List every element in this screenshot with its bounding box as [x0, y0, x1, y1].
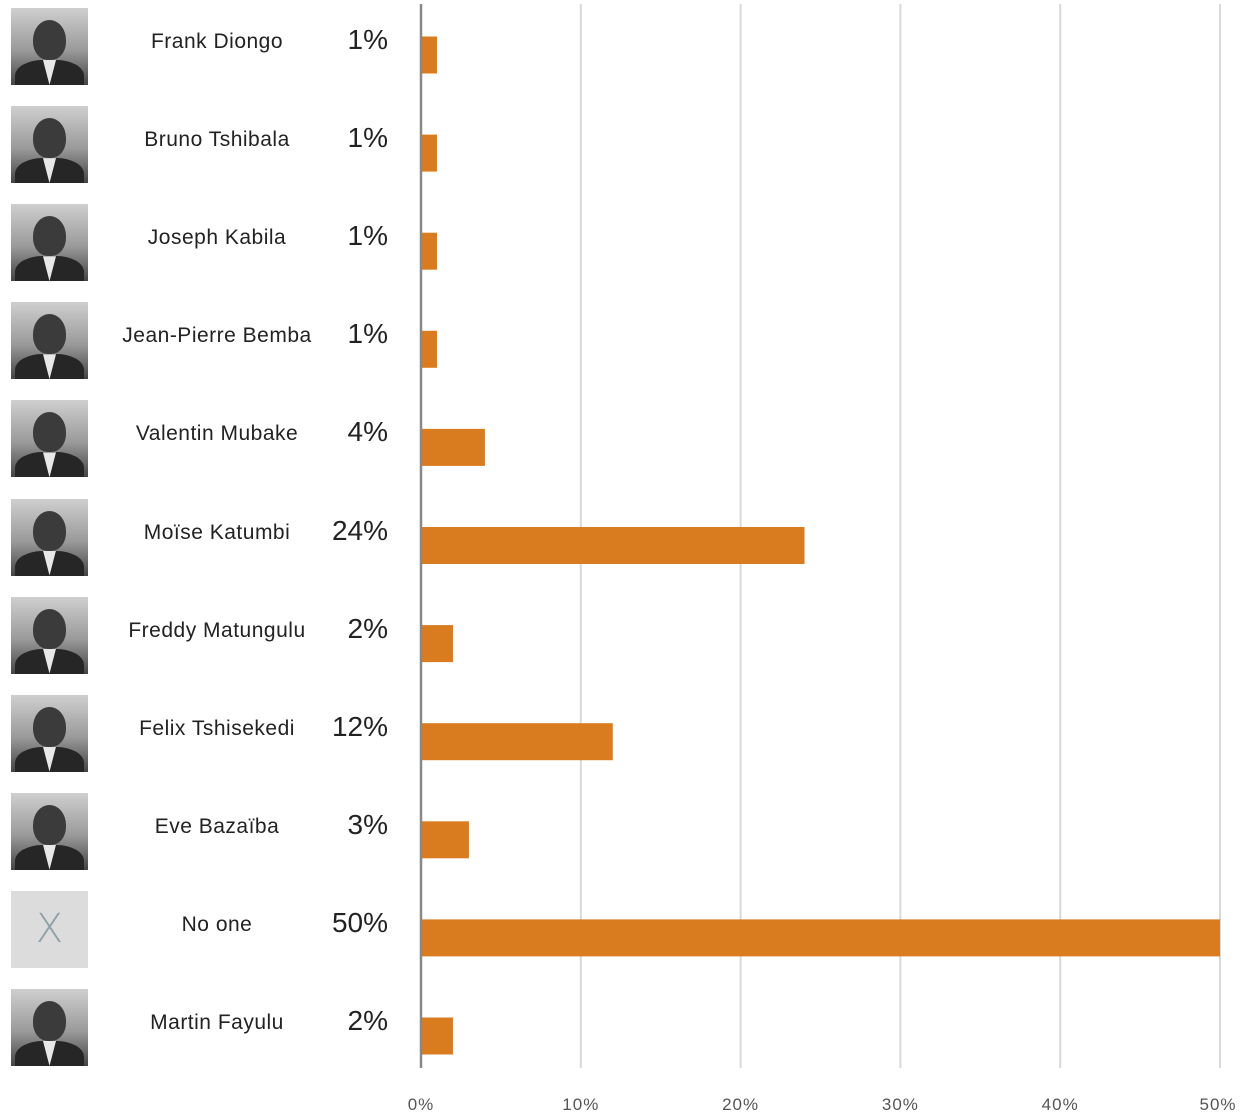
- bar: [421, 330, 437, 368]
- candidate-row: X No one 50%: [0, 887, 1242, 977]
- candidate-row: Valentin Mubake 4%: [0, 396, 1242, 486]
- x-icon: X: [35, 905, 64, 952]
- candidate-name: Moïse Katumbi: [143, 520, 291, 544]
- candidate-photo: [11, 694, 88, 772]
- x-tick-label: 40%: [1042, 1095, 1079, 1114]
- x-tick-label: 10%: [562, 1095, 599, 1114]
- candidate-photo: [11, 596, 88, 674]
- value-label: 12%: [331, 710, 388, 742]
- candidate-photo: [11, 989, 88, 1066]
- bar: [421, 428, 485, 466]
- candidate-photo: [11, 792, 88, 870]
- candidate-name: Eve Bazaïba: [154, 814, 280, 838]
- x-tick-label: 0%: [408, 1095, 435, 1114]
- candidate-name: Bruno Tshibala: [144, 128, 290, 152]
- x-tick-label: 20%: [722, 1095, 759, 1114]
- bar: [421, 821, 469, 859]
- bar: [421, 723, 613, 761]
- candidate-row: Eve Bazaïba 3%: [0, 789, 1242, 879]
- candidate-name: No one: [181, 912, 253, 936]
- bar: [421, 625, 453, 663]
- bar: [421, 1017, 453, 1055]
- candidate-photo: [11, 400, 88, 478]
- bar: [421, 919, 1220, 957]
- candidate-row: Felix Tshisekedi 12%: [0, 691, 1242, 781]
- bar: [421, 527, 805, 564]
- x-tick-label: 30%: [882, 1095, 919, 1114]
- bar: [421, 232, 437, 270]
- candidate-name: Felix Tshisekedi: [139, 716, 295, 740]
- no-one-icon: X: [11, 890, 88, 968]
- candidate-row: Frank Diongo 1%: [0, 4, 1242, 94]
- value-label: 2%: [347, 612, 388, 644]
- candidate-photo: [11, 302, 88, 380]
- value-label: 1%: [347, 122, 388, 154]
- value-label: 1%: [347, 318, 388, 350]
- candidate-name: Martin Fayulu: [150, 1011, 284, 1034]
- candidate-photo: [11, 8, 88, 85]
- candidate-row: Martin Fayulu 2%: [0, 985, 1242, 1075]
- bar: [421, 36, 437, 74]
- candidate-name: Jean-Pierre Bemba: [122, 324, 312, 348]
- value-label: 4%: [347, 416, 388, 448]
- value-label: 50%: [331, 906, 388, 938]
- candidate-row: Moïse Katumbi 24%: [0, 495, 1242, 585]
- value-label: 1%: [347, 220, 388, 252]
- candidate-row: Joseph Kabila 1%: [0, 200, 1242, 290]
- value-label: 2%: [347, 1005, 388, 1036]
- x-tick-label: 50%: [1199, 1095, 1236, 1114]
- candidate-name: Freddy Matungulu: [128, 618, 306, 642]
- bar: [421, 134, 437, 172]
- candidate-photo: [11, 106, 88, 184]
- candidate-photo: [11, 204, 88, 282]
- candidate-name: Joseph Kabila: [147, 226, 287, 250]
- value-label: 1%: [347, 24, 388, 55]
- candidate-photo: [11, 498, 88, 576]
- value-label: 3%: [347, 808, 388, 840]
- candidate-row: Jean-Pierre Bemba 1%: [0, 298, 1242, 388]
- candidate-row: Freddy Matungulu 2%: [0, 593, 1242, 683]
- candidate-name: Frank Diongo: [150, 30, 284, 53]
- value-label: 24%: [331, 514, 388, 546]
- candidate-row: Bruno Tshibala 1%: [0, 102, 1242, 192]
- candidate-name: Valentin Mubake: [135, 422, 299, 446]
